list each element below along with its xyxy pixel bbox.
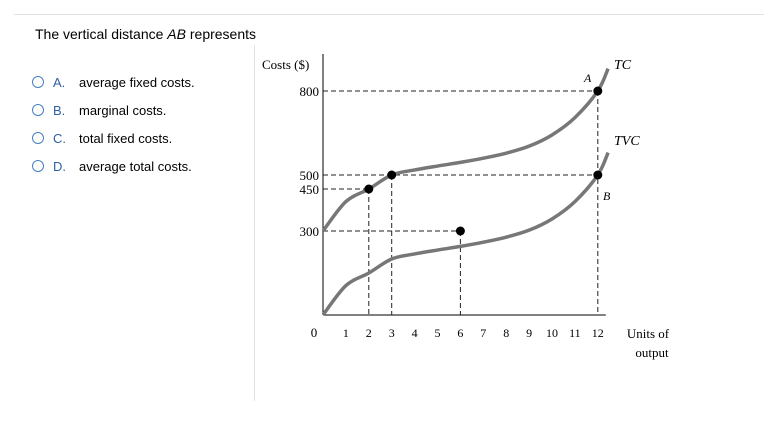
x-tick-label: 11: [569, 326, 581, 340]
x-tick-label: 1: [343, 326, 349, 340]
option-text: average fixed costs.: [79, 74, 195, 90]
data-point: [364, 184, 374, 194]
vertical-divider: [254, 45, 255, 401]
question-prefix: The vertical distance: [35, 26, 168, 42]
x-tick-label: 6: [457, 326, 463, 340]
answer-options: A. average fixed costs. B. marginal cost…: [32, 68, 195, 180]
x-tick-label: 7: [480, 326, 486, 340]
y-axis-label: Costs ($): [262, 57, 309, 72]
option-letter: C.: [53, 130, 66, 146]
option-b[interactable]: B. marginal costs.: [32, 96, 195, 124]
question-italic-ab: AB: [167, 26, 186, 42]
x-tick-label: 8: [503, 326, 509, 340]
option-text: average total costs.: [79, 158, 192, 174]
option-d[interactable]: D. average total costs.: [32, 152, 195, 180]
x-tick-label: 9: [526, 326, 532, 340]
data-point: [455, 226, 465, 236]
option-letter: B.: [53, 102, 66, 118]
y-tick-label: 300: [300, 224, 320, 239]
tc-curve: [321, 67, 610, 233]
data-point: [387, 170, 397, 180]
series-label-tvc: TVC: [614, 134, 640, 149]
x-tick-label: 12: [592, 326, 604, 340]
x-axis-label-line1: Units of: [627, 326, 670, 341]
x-tick-label: 5: [435, 326, 441, 340]
question-text: The vertical distance AB represents: [35, 26, 256, 42]
x-tick-label: 3: [389, 326, 395, 340]
x-tick-label: 4: [412, 326, 418, 340]
radio-button-icon[interactable]: [32, 132, 44, 144]
y-tick-label: 450: [300, 182, 320, 197]
option-text: marginal costs.: [79, 102, 167, 118]
radio-button-icon[interactable]: [32, 104, 44, 116]
option-c[interactable]: C. total fixed costs.: [32, 124, 195, 152]
point-label-a: A: [583, 71, 592, 85]
option-letter: D.: [53, 158, 66, 174]
radio-button-icon[interactable]: [32, 76, 44, 88]
data-point: [593, 170, 603, 180]
top-divider: [14, 14, 764, 15]
option-a[interactable]: A. average fixed costs.: [32, 68, 195, 96]
origin-label: 0: [311, 325, 318, 340]
y-tick-label: 800: [300, 84, 320, 99]
question-suffix: represents: [185, 26, 257, 42]
option-letter: A.: [53, 74, 66, 90]
tvc-curve: [321, 151, 610, 317]
series-label-tc: TC: [614, 58, 632, 73]
x-axis-label-line2: output: [635, 345, 669, 360]
option-text: total fixed costs.: [79, 130, 173, 146]
x-tick-label: 2: [366, 326, 372, 340]
y-tick-label: 500: [300, 168, 320, 183]
data-point: [593, 86, 603, 96]
x-tick-label: 10: [546, 326, 558, 340]
point-label-b: B: [603, 189, 611, 203]
radio-button-icon[interactable]: [32, 160, 44, 172]
